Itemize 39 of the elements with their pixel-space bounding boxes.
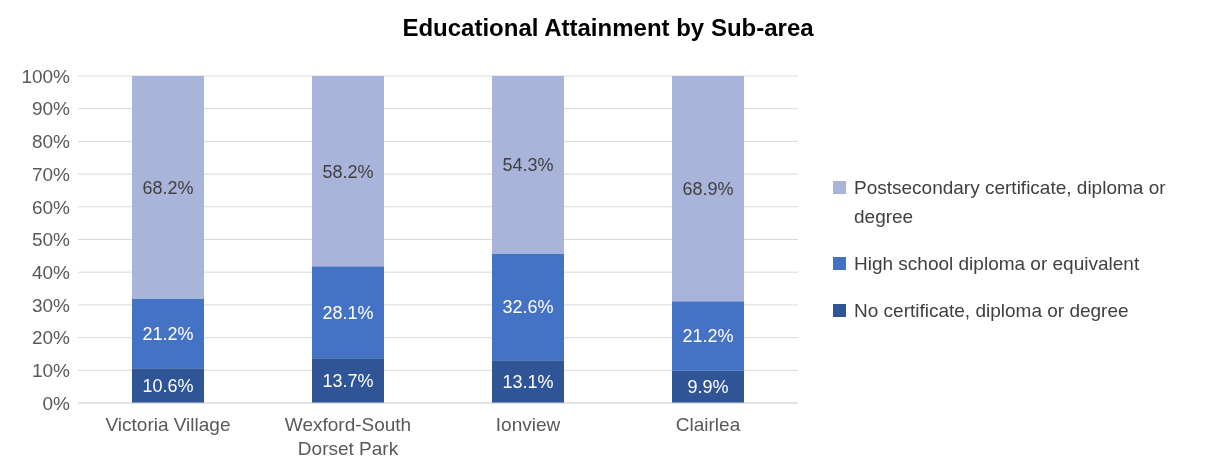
data-label: 21.2% [142, 324, 194, 345]
data-label: 13.7% [322, 370, 374, 391]
y-tick-label: 90% [31, 98, 71, 120]
bar [132, 299, 204, 369]
data-label: 68.2% [142, 177, 194, 198]
y-tick-label: 0% [42, 392, 71, 414]
bar [672, 301, 744, 371]
y-tick-label: 50% [31, 229, 71, 251]
bar [312, 266, 384, 359]
y-tick-label: 40% [31, 261, 71, 283]
legend-label: Postsecondary certificate, diploma or degree [854, 176, 1167, 229]
data-label: 28.1% [322, 302, 374, 323]
x-tick-label: Clairlea [675, 414, 741, 435]
bar [672, 76, 744, 302]
bar [492, 253, 564, 361]
data-label: 68.9% [682, 179, 734, 200]
y-tick-label: 10% [31, 360, 71, 382]
y-tick-label: 60% [31, 196, 71, 218]
x-tick-label: Wexford-South Dorset Park [284, 414, 412, 459]
legend-label: No certificate, diploma or degree [854, 299, 1129, 323]
y-tick-label: 80% [31, 131, 71, 153]
y-tick-label: 20% [31, 327, 71, 349]
legend-label: High school diploma or equivalent [854, 252, 1140, 276]
data-label: 32.6% [502, 297, 554, 318]
bar [492, 76, 564, 254]
x-tick-label: Victoria Village [105, 414, 231, 435]
y-tick-label: 30% [31, 294, 71, 316]
y-tick-label: 100% [21, 65, 71, 87]
bar [312, 76, 384, 267]
data-label: 21.2% [682, 326, 734, 347]
data-label: 9.9% [687, 377, 729, 398]
data-label: 58.2% [322, 161, 374, 182]
chart-title: Educational Attainment by Sub-area [401, 14, 815, 42]
data-label: 13.1% [502, 371, 554, 392]
x-tick-label: Ionview [495, 414, 561, 435]
y-tick-label: 70% [31, 163, 71, 185]
data-label: 54.3% [502, 155, 554, 176]
data-label: 10.6% [142, 376, 194, 397]
bar [132, 76, 204, 300]
